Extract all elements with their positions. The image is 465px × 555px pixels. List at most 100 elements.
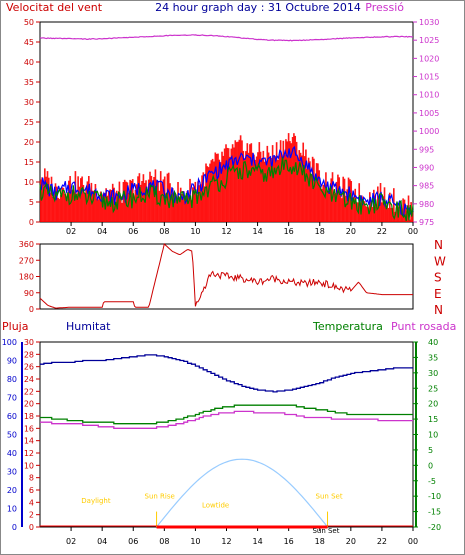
panel1-y2tick-label: 975 [419,218,434,227]
wind-gust-bar [94,184,97,222]
wind-gust-bar [119,196,122,222]
wind-gust-bar [367,207,370,222]
wind-gust-bar [78,186,81,222]
wind-gust-bar [189,178,191,222]
humidity-tick-label: 50 [7,431,17,440]
wind-gust-bar [287,133,290,222]
wind-gust-bar [210,160,213,222]
wind-gust-bar [185,197,187,222]
wind-gust-bar [175,198,178,222]
panel1-xtick-label: 00 [408,227,418,236]
wind-gust-bar [211,158,214,222]
wind-gust-bar [261,158,263,222]
wind-gust-bar [227,148,230,222]
wind-gust-bar [127,192,130,222]
wind-gust-bar [139,184,142,222]
wind-gust-bar [297,157,299,222]
rain-tick-label: 18 [24,412,34,421]
rain-tick-label: 6 [29,486,34,495]
panel1-y2tick-label: 1005 [419,109,439,118]
wind-gust-bar [251,152,254,222]
wind-gust-bar [205,163,207,222]
wind-gust-bar [203,186,206,222]
wind-gust-bar [129,179,131,222]
wind-gust-bar [387,208,390,222]
wind-gust-bar [234,140,237,222]
panel2-ytick-label: 270 [19,256,34,265]
wind-gust-bar [279,140,282,222]
wind-gust-bar [81,176,83,222]
panel3-xtick-label: 00 [408,537,418,546]
rain-tick-label: 28 [24,350,34,359]
wind-gust-bar [56,186,58,222]
wind-gust-bar [80,178,82,222]
temperature-tick-label: 25 [428,384,438,393]
wind-gust-bar [249,144,251,222]
wind-gust-bar [274,156,277,222]
panel1-xtick-label: 12 [221,227,231,236]
panel3-xtick-label: 02 [66,537,76,546]
wind-gust-bar [54,183,57,222]
wind-gust-bar [315,163,318,222]
wind-gust-bar [254,159,257,222]
panel1-xtick-label: 16 [284,227,294,236]
legend-dewpoint: Punt rosada [391,320,456,333]
wind-gust-bar [84,193,86,222]
wind-gust-bar [238,139,241,222]
panel2-compass-label: N [434,238,443,252]
wind-gust-bar [182,191,185,222]
wind-gust-bar [209,163,211,222]
wind-gust-bar [70,189,73,222]
lowtide-label: Lowtide [202,501,229,509]
wind-gust-bar [135,184,138,222]
panel1-y2tick-label: 990 [419,163,434,172]
temperature-tick-label: 5 [428,446,433,455]
wind-gust-bar [371,206,374,222]
rain-tick-label: 26 [24,363,34,372]
panel1-y2tick-label: 1020 [419,54,439,63]
panel2-compass-label: E [434,287,442,301]
wind-gust-bar [215,153,218,222]
panel1-ytick-label: 30 [24,98,34,107]
wind-gust-bar [346,189,349,222]
temperature-tick-label: 30 [428,369,438,378]
wind-gust-bar [271,145,274,222]
wind-gust-bar [267,152,270,222]
wind-gust-bar [342,176,345,222]
wind-gust-bar [219,162,222,222]
humidity-tick-label: 70 [7,394,17,403]
wind-gust-bar [310,174,313,222]
sunset-label-axis: Sun Set [312,527,339,535]
panel1-xtick-label: 22 [377,227,387,236]
wind-gust-bar [339,195,342,222]
wind-gust-bar [141,181,143,222]
panel2-compass-label: N [434,303,443,317]
wind-gust-bar [62,187,65,222]
temperature-line [40,404,413,425]
rain-tick-label: 0 [29,523,34,532]
rain-tick-label: 12 [24,449,34,458]
wind-gust-bar [326,191,329,222]
wind-gust-bar [88,176,90,222]
wind-gust-bar [214,152,217,222]
humidity-line [40,354,413,393]
rain-tick-label: 2 [29,511,34,520]
wind-gust-bar [213,161,215,222]
panel2-compass-label: S [434,271,442,285]
wind-gust-bar [265,161,267,222]
panel1-y2tick-label: 995 [419,145,434,154]
rain-tick-label: 10 [24,461,34,470]
wind-gust-bar [235,142,238,222]
wind-gust-bar [178,196,181,222]
wind-gust-bar [98,195,101,222]
wind-gust-bar [153,177,155,222]
wind-gust-bar [293,133,295,222]
wind-gust-bar [338,177,341,222]
rain-tick-label: 24 [24,375,34,384]
wind-gust-bar [282,140,285,222]
wind-gust-bar [138,173,141,222]
rain-tick-label: 20 [24,400,34,409]
wind-gust-bar [366,207,369,222]
panel1-xtick-label: 10 [190,227,200,236]
wind-gust-bar [385,205,387,222]
